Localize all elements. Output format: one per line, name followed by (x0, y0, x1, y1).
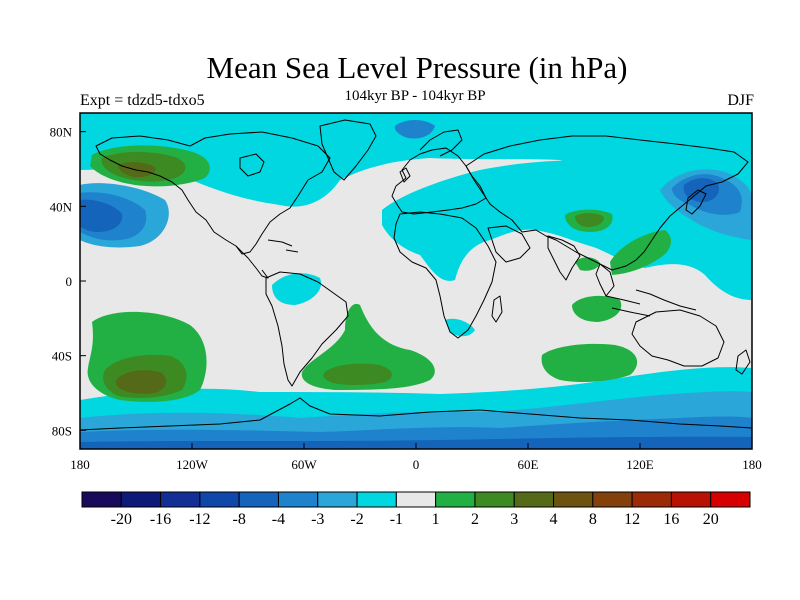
x-tick-label: 0 (413, 457, 420, 472)
coastline-asia (465, 135, 749, 271)
colorbar-label: -4 (272, 511, 285, 528)
colorbar-swatch (513, 491, 555, 508)
contour-china-green (610, 230, 672, 275)
colorbar-swatch (631, 491, 672, 508)
contour-southern-deep-blue (80, 436, 752, 449)
colorbar-swatch (81, 491, 122, 508)
coastline-arabia (487, 225, 531, 263)
x-tick-label: 60E (518, 457, 539, 472)
colorbar-label: -16 (150, 511, 171, 528)
colorbar-swatch (710, 491, 751, 508)
colorbar-swatch (356, 491, 397, 508)
colorbar-label: 8 (589, 511, 597, 528)
contour-indian-ocean-green (572, 295, 622, 322)
coastline-central-america (235, 245, 269, 279)
colorbar: -20 -16 -12 -8 -4 -3 -2 -1 1 2 3 4 8 12 16 20 (81, 491, 751, 528)
colorbar-swatch (474, 491, 515, 508)
colorbar-swatch (199, 491, 240, 508)
experiment-label: Expt = tdzd5-tdxo5 (80, 92, 205, 109)
y-tick-label: 80S (52, 423, 72, 438)
colorbar-label: -12 (189, 511, 210, 528)
contour-tibet-dark-green (575, 213, 604, 227)
coastline-north-america (95, 131, 331, 255)
coastline-madagascar (491, 295, 503, 323)
colorbar-swatch (277, 491, 319, 508)
colorbar-swatch (592, 491, 633, 508)
contour-south-pacific-olive (115, 370, 167, 394)
colorbar-label: 1 (432, 511, 440, 528)
colorbar-swatch (435, 491, 476, 508)
y-axis: 80N 40N 0 40S 80S (50, 125, 86, 438)
colorbar-label: -3 (311, 511, 324, 528)
colorbar-label: 2 (471, 511, 479, 528)
y-tick-label: 80N (50, 125, 73, 140)
x-axis: 180 120W 60W 0 60E 120E 180 (70, 443, 762, 472)
x-tick-label: 120W (176, 457, 209, 472)
coastline-indonesia (605, 289, 697, 317)
x-tick-label: 60W (291, 457, 317, 472)
colorbar-swatch (120, 491, 162, 508)
colorbar-label: -2 (350, 511, 363, 528)
negative-anomaly-fields (80, 113, 752, 449)
colorbar-swatch (238, 491, 279, 508)
coastline-south-america (265, 271, 349, 387)
y-tick-label: 0 (66, 274, 73, 289)
colorbar-label: 12 (624, 511, 640, 528)
coastline-india (547, 235, 581, 281)
contour-barents-blue (394, 120, 435, 139)
x-tick-label: 180 (70, 457, 90, 472)
map-title: Mean Sea Level Pressure (in hPa) (206, 50, 628, 85)
coastline-scandinavia (419, 129, 463, 157)
colorbar-swatch (395, 491, 437, 508)
colorbar-swatch (553, 491, 594, 508)
y-tick-label: 40S (52, 349, 72, 364)
x-tick-label: 180 (742, 457, 762, 472)
colorbar-label: 4 (550, 511, 558, 528)
coastline-japan (685, 189, 707, 215)
colorbar-label: 20 (703, 511, 719, 528)
colorbar-label: 3 (510, 511, 518, 528)
contour-south-indian-green (541, 343, 638, 383)
map-area (80, 113, 752, 449)
colorbar-swatch (317, 491, 358, 508)
coastline-antarctica (80, 397, 752, 431)
coastline-new-zealand (735, 349, 751, 375)
colorbar-label: 16 (663, 511, 679, 528)
colorbar-label: -8 (233, 511, 246, 528)
coastlines (80, 119, 752, 431)
contour-north-pacific-deep-blue (80, 199, 123, 232)
contour-south-atlantic-dark-green (323, 363, 392, 385)
x-tick-label: 120E (626, 457, 654, 472)
coastline-hudson-bay (239, 153, 265, 177)
coastline-british-isles (399, 167, 411, 183)
contour-central-asia-cyan (382, 160, 752, 300)
season-label: DJF (727, 92, 754, 109)
contour-south-america-cyan (272, 273, 322, 305)
colorbar-swatch (160, 491, 201, 508)
map-subtitle: 104kyr BP - 104kyr BP (344, 88, 486, 104)
coastline-australia (631, 309, 725, 367)
colorbar-label: -1 (390, 511, 403, 528)
colorbar-swatch (670, 491, 712, 508)
coastline-greenland (319, 119, 377, 181)
positive-anomaly-fields (87, 145, 672, 402)
contour-africa-cyan (445, 318, 475, 337)
colorbar-label: -20 (111, 511, 132, 528)
y-tick-label: 40N (50, 199, 73, 214)
coastline-africa (393, 211, 497, 339)
coastline-caribbean (267, 239, 299, 253)
